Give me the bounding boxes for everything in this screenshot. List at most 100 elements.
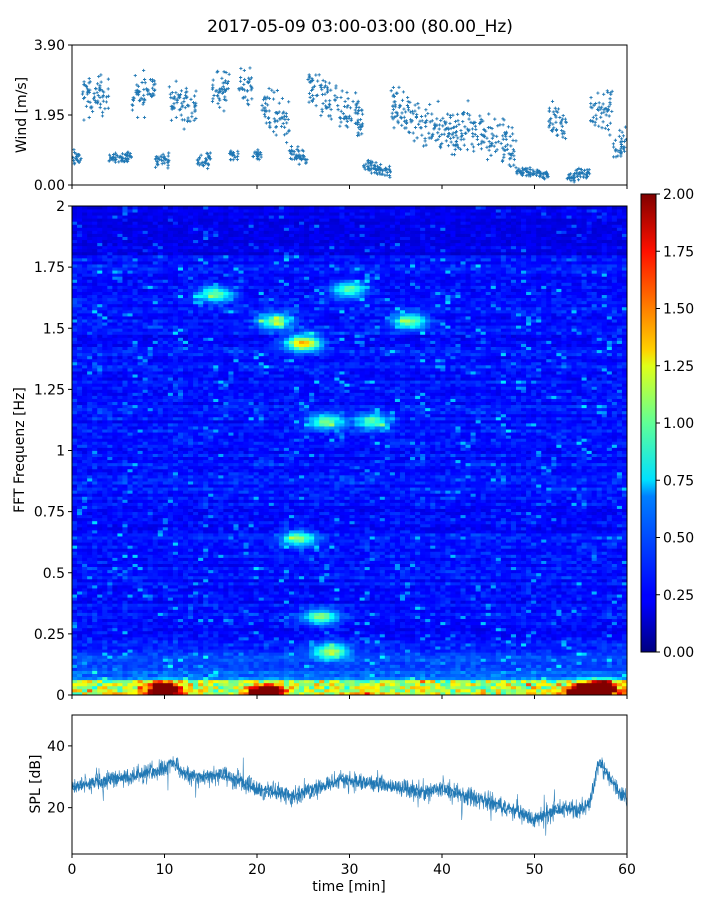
spectrogram-cell (167, 322, 174, 326)
spectrogram-cell (82, 306, 88, 311)
spectrogram-cell (102, 554, 108, 558)
spectrogram-cell (167, 643, 174, 647)
spectrogram-cell (157, 664, 164, 668)
wind-point (444, 127, 449, 131)
spectrogram-cell (112, 594, 118, 598)
spectrogram-cell (112, 526, 118, 531)
wind-point (420, 119, 424, 123)
spectrogram-cell (112, 364, 118, 369)
spectrogram-cell (127, 643, 133, 647)
spectrogram-cell (132, 685, 138, 690)
spectrogram-cell (137, 499, 144, 503)
spectrogram-cell (142, 230, 149, 234)
spectrogram-cell (117, 606, 123, 610)
spectrogram-cell (92, 478, 98, 482)
wind-point (572, 178, 576, 183)
spectrogram-cell (112, 691, 118, 695)
spectrogram-cell (102, 474, 108, 479)
spectrogram-cell (117, 563, 123, 568)
spectrogram-cell (183, 355, 189, 360)
wind-point (284, 115, 289, 119)
spectrogram-cell (162, 432, 169, 436)
wind-y-ticks: 0.001.953.90 (34, 38, 72, 194)
spectrogram-cell (167, 444, 174, 448)
spectrogram-cell (77, 340, 83, 344)
spectrogram-cell (102, 257, 108, 262)
spectrogram-cell (157, 328, 164, 332)
spectrogram-cell (162, 407, 169, 412)
spectrogram-cell (102, 319, 108, 323)
spectrogram-cell (82, 459, 88, 464)
spectrogram-cell (92, 334, 98, 338)
spectrogram-cell (117, 340, 123, 344)
spectrogram-cell (112, 261, 118, 265)
spectrogram-cell (157, 526, 164, 531)
spectrogram-cell (167, 224, 174, 228)
wind-point (440, 132, 444, 137)
spectrogram-cell (77, 212, 83, 216)
spectrogram-cell (157, 331, 164, 335)
spectrogram-cell (87, 517, 93, 522)
spectrogram-cell (157, 600, 164, 604)
spectrogram-cell (77, 230, 83, 234)
spectrogram-cell (112, 358, 118, 363)
wind-point (264, 110, 268, 114)
spectrogram-cell (92, 371, 98, 375)
wind-point (448, 115, 453, 120)
spectrogram-cell (137, 609, 144, 613)
wind-point (356, 131, 360, 135)
spectrogram-cell (177, 670, 184, 675)
spectrogram-cell (87, 270, 93, 274)
spectrogram-cell (102, 358, 108, 363)
wind-point (607, 114, 611, 118)
spectrogram-cell (72, 667, 78, 671)
spectrogram-cell (172, 621, 179, 626)
spectrogram-cell (97, 548, 103, 552)
spectrogram-cell (183, 529, 189, 534)
wind-point (131, 96, 135, 100)
spectrogram-cell (172, 679, 179, 684)
spectrogram-cell (162, 481, 169, 485)
spectrogram-cell (162, 279, 169, 283)
spectrogram-cell (112, 502, 118, 506)
spectrogram-cell (183, 303, 189, 308)
spectrogram-cell (97, 496, 103, 500)
spectrogram-cell (127, 312, 133, 317)
wind-point (485, 158, 490, 162)
spectrogram-cell (72, 328, 78, 332)
wind-point (443, 122, 448, 126)
spectrogram-cell (107, 533, 113, 537)
spectrogram-cell (82, 288, 88, 292)
spectrogram-cell (167, 462, 174, 467)
spectrogram-cell (152, 603, 159, 607)
spectrogram-cell (97, 627, 103, 632)
spectrogram-cell (137, 297, 144, 302)
wind-point (243, 77, 247, 82)
spectrogram-cell (72, 361, 78, 366)
spectrogram-cell (87, 209, 93, 213)
spectrogram-cell (147, 600, 154, 604)
spectrogram-cell (77, 312, 83, 317)
spectrogram-cell (107, 551, 113, 555)
spectrogram-cell (112, 578, 118, 583)
spectrogram-cell (137, 410, 144, 415)
spectrogram-cell (157, 658, 164, 662)
spectrogram-cell (152, 230, 159, 234)
spectrogram-cell (167, 523, 174, 528)
wind-point (446, 144, 451, 148)
spectrogram-cell (162, 438, 169, 442)
spectrogram-cell (77, 490, 83, 494)
spectrogram-cell (162, 542, 169, 546)
spectrogram-cell (137, 441, 144, 445)
spectrogram-cell (172, 224, 179, 228)
spectrogram-cell (102, 667, 108, 671)
wind-point (454, 124, 459, 128)
wind-point (357, 108, 361, 112)
spectrogram-cell (87, 218, 93, 222)
spectrogram-cell (72, 584, 78, 589)
spectrogram-cell (72, 221, 78, 225)
spectrogram-cell (82, 251, 88, 256)
spectrogram-cell (127, 432, 133, 436)
wind-point (393, 100, 397, 104)
spectrogram-cell (132, 206, 138, 210)
